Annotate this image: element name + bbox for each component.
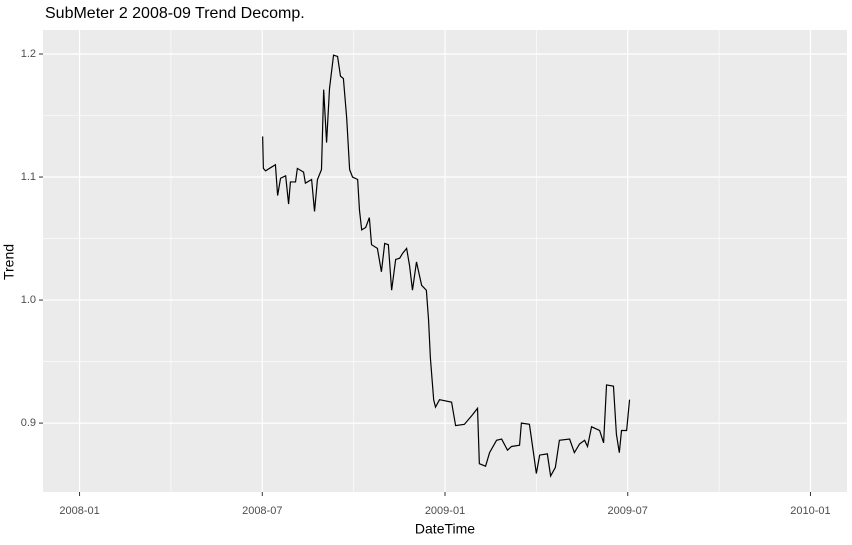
y-axis-label: Trend bbox=[1, 244, 17, 280]
x-tick-label: 2009-01 bbox=[425, 505, 465, 517]
x-tick-label: 2008-07 bbox=[242, 505, 282, 517]
x-tick-label: 2010-01 bbox=[790, 505, 830, 517]
x-tick-label: 2009-07 bbox=[608, 505, 648, 517]
trend-line bbox=[262, 54, 631, 478]
y-tick-label: 1.1 bbox=[21, 171, 36, 183]
x-tick-label: 2008-01 bbox=[59, 505, 99, 517]
y-tick-label: 1.2 bbox=[21, 48, 36, 60]
y-tick-label: 1.0 bbox=[21, 294, 36, 306]
x-axis-label: DateTime bbox=[415, 521, 475, 537]
y-tick-label: 0.9 bbox=[21, 417, 36, 429]
chart-title: SubMeter 2 2008-09 Trend Decomp. bbox=[45, 5, 305, 22]
